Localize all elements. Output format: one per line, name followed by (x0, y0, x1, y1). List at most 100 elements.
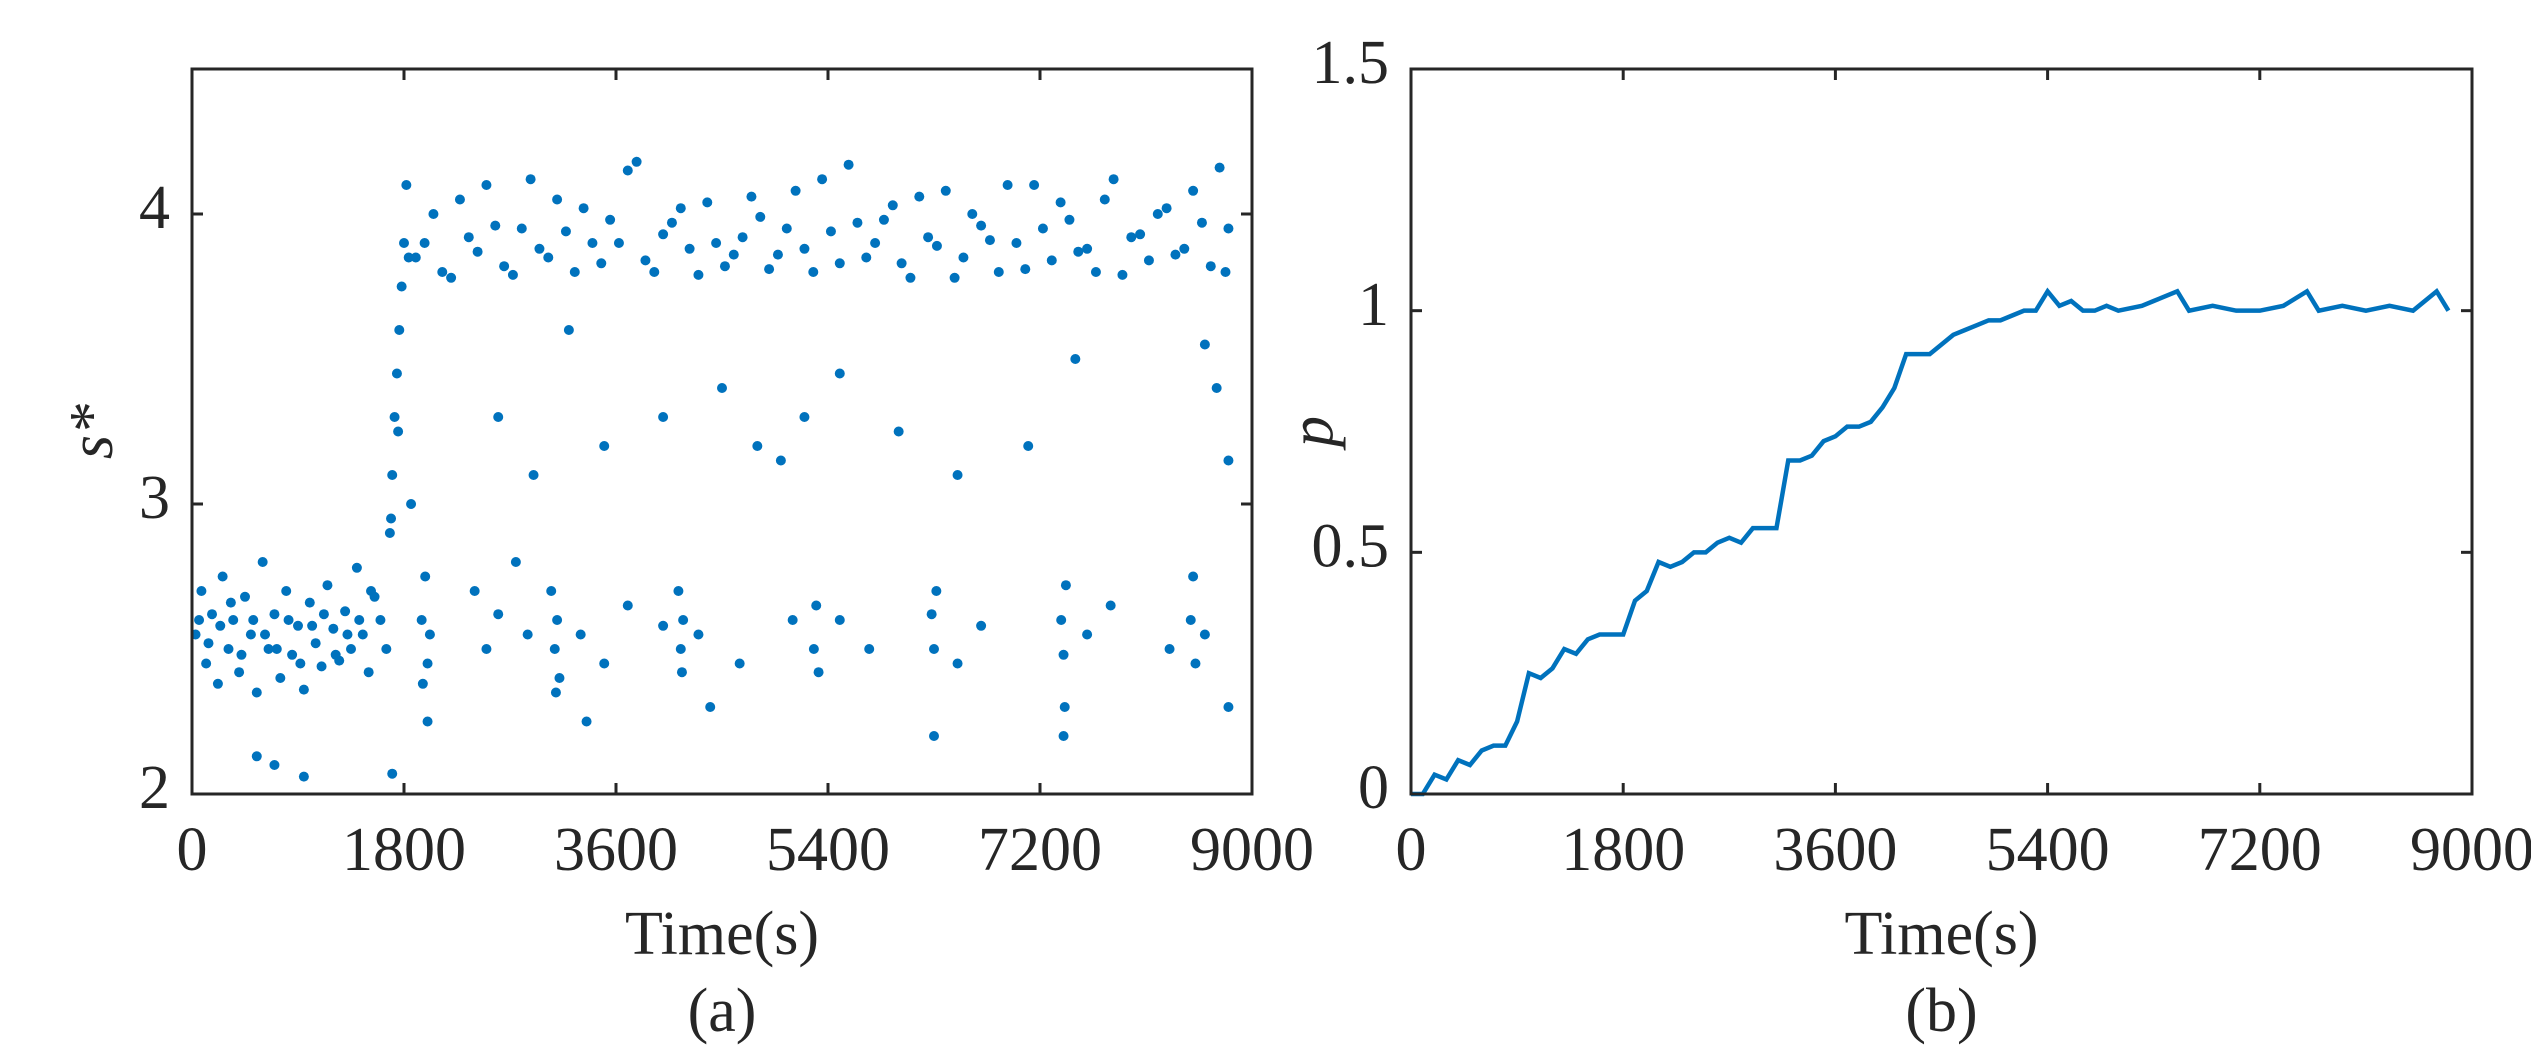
data-point (420, 571, 431, 582)
data-point (752, 441, 763, 451)
data-point (717, 383, 727, 393)
data-point (705, 702, 716, 712)
data-point (419, 238, 430, 248)
data-point (269, 760, 280, 770)
data-point (693, 629, 704, 640)
data-point (543, 252, 554, 263)
data-point (1126, 232, 1137, 243)
data-point (1082, 629, 1093, 640)
data-point (1058, 731, 1069, 741)
data-point (387, 768, 398, 779)
data-line (1411, 287, 2451, 797)
data-point (808, 267, 819, 277)
data-point (528, 470, 539, 480)
data-point (790, 185, 801, 196)
y-axis-label: s* (58, 404, 126, 459)
data-point (926, 609, 937, 620)
data-point (550, 687, 561, 698)
x-tick-label: 5400 (1986, 816, 2110, 884)
data-point (417, 678, 428, 689)
data-point (396, 281, 407, 292)
data-point (516, 223, 527, 234)
data-point (534, 243, 545, 254)
y-tick-label: 0 (1358, 754, 1389, 822)
data-point (728, 249, 739, 260)
x-tick-label: 5400 (766, 816, 890, 884)
data-point (1108, 174, 1119, 185)
data-point (271, 644, 282, 654)
data-point (631, 156, 642, 167)
data-point (878, 214, 889, 225)
data-point (228, 615, 239, 625)
data-point (340, 606, 351, 617)
data-point (366, 586, 377, 596)
data-point (693, 269, 704, 280)
data-point (275, 673, 286, 683)
data-point (599, 441, 610, 451)
caption: (a) (688, 977, 757, 1045)
axes-box (190, 67, 1254, 796)
axes-box (1409, 67, 2474, 796)
data-point (387, 470, 398, 480)
data-point (401, 180, 412, 190)
data-point (446, 272, 457, 283)
data-point (1196, 217, 1207, 228)
data-point (298, 771, 309, 782)
data-point (976, 220, 987, 231)
data-point (893, 426, 904, 437)
data-point (640, 255, 651, 266)
data-point (675, 644, 686, 654)
data-point (684, 243, 695, 254)
data-point (393, 426, 404, 437)
data-point (569, 267, 580, 277)
data-point (469, 586, 480, 596)
x-tick-label: 0 (1396, 816, 1427, 884)
data-point (673, 586, 684, 596)
data-point (813, 667, 824, 678)
x-tick-label: 9000 (2410, 816, 2531, 884)
data-point (658, 620, 669, 631)
data-point (905, 272, 916, 283)
data-point (1020, 264, 1031, 275)
data-point (1179, 243, 1190, 254)
x-tick-label: 7200 (978, 816, 1102, 884)
data-point (203, 638, 214, 649)
data-point (825, 226, 836, 237)
x-tick-label: 3600 (554, 816, 678, 884)
data-point (734, 658, 745, 669)
data-point (940, 185, 951, 196)
data-point (234, 667, 245, 678)
data-point (678, 615, 689, 625)
data-point (923, 232, 934, 243)
data-point (295, 658, 306, 669)
data-point (493, 412, 504, 422)
data-point (463, 232, 474, 243)
data-point (775, 455, 786, 466)
data-point (525, 174, 536, 185)
data-point (575, 629, 586, 640)
data-point (808, 644, 819, 654)
data-point (316, 661, 327, 672)
data-point (499, 261, 510, 272)
data-point (424, 629, 435, 640)
data-point (605, 214, 616, 225)
data-point (658, 229, 669, 240)
chart: 0 1800 3600 5400 7200 9000 0 0.5 1 1.5 Time(s) (b) p (1278, 29, 2531, 1045)
data-point (330, 649, 341, 660)
data-point (1090, 267, 1101, 277)
data-point (1055, 197, 1066, 208)
data-point (293, 620, 303, 631)
x-axis-label: Time(s) (625, 900, 819, 968)
data-point (1060, 580, 1071, 591)
data-point (223, 644, 234, 654)
data-point (437, 267, 448, 277)
data-point (522, 629, 533, 640)
data-point (746, 191, 757, 202)
x-axis-label: Time(s) (1844, 900, 2038, 968)
data-point (887, 200, 898, 211)
data-point (1023, 441, 1034, 451)
x-tick-label: 0 (177, 816, 208, 884)
data-point (1135, 229, 1146, 240)
data-point (318, 609, 329, 620)
